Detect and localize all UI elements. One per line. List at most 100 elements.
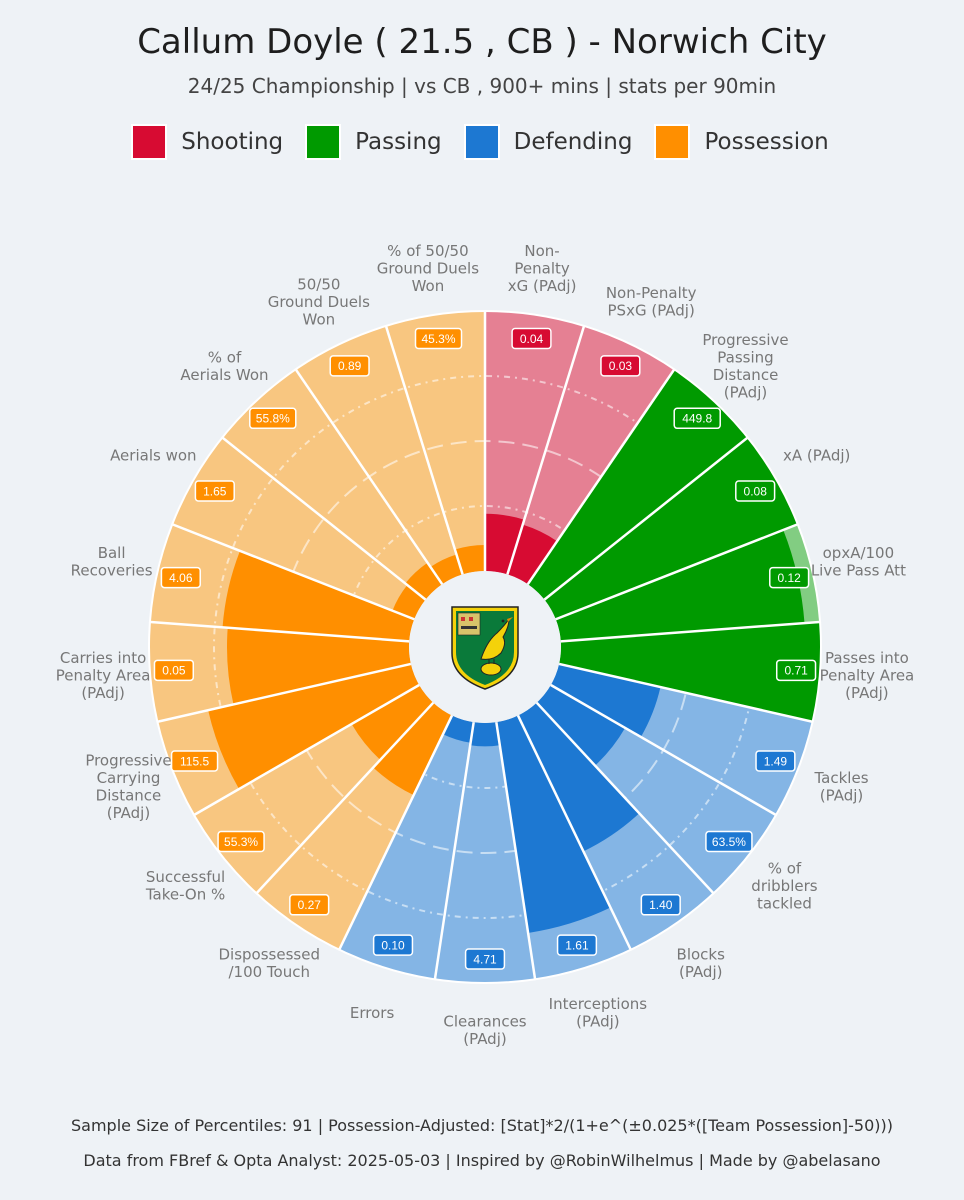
- metric-label-progressive-carrying-distance-padj: Carrying: [97, 769, 161, 787]
- wedge-separator: [337, 714, 454, 952]
- metric-label-of-50-50-ground-duels-won: Ground Duels: [377, 259, 479, 277]
- value-badge-progressive-passing-distance-padj: [673, 407, 721, 430]
- value-badge-xa-padj: [735, 480, 776, 502]
- chart-title: Callum Doyle ( 21.5 , CB ) - Norwich Cit…: [137, 22, 827, 62]
- legend-item-possession: Possession: [654, 124, 832, 160]
- value-badge-errors: [372, 934, 414, 956]
- wedge-separator: [535, 701, 716, 895]
- value-label-of-dribblers-tackled: 63.5%: [712, 835, 746, 849]
- value-badge-non-penalty-xg-padj: [511, 327, 552, 350]
- metric-label-of-dribblers-tackled: dribblers: [751, 877, 817, 895]
- legend-swatch-defending: [463, 124, 500, 160]
- legend-item-passing: Passing: [305, 124, 445, 160]
- wedge-separator: [516, 714, 633, 952]
- value-label-dispossessed-100-touch: 0.27: [298, 898, 322, 912]
- metric-label-of-50-50-ground-duels-won: Won: [412, 277, 445, 295]
- percentile-wedge-progressive-carrying-distance-padj: [208, 663, 420, 789]
- metric-label-opxa-100-live-pass-att: opxA/100: [823, 544, 895, 562]
- metric-label-non-penalty-xg-padj: Penalty: [514, 259, 569, 277]
- wedge-separator: [526, 367, 676, 585]
- wedge-separator: [148, 620, 410, 643]
- metric-label-clearances-padj: Clearances: [443, 1012, 526, 1030]
- percentile-wedge-tackles-padj: [550, 663, 661, 737]
- metric-label-of-aerials-won: Aerials Won: [180, 366, 268, 384]
- value-label-passes-into-penalty-area-padj: 0.71: [784, 664, 808, 678]
- legend-item-defending: Defending: [463, 124, 637, 160]
- metric-label-non-penalty-psxg-padj: Non-Penalty: [606, 284, 697, 302]
- metric-label-blocks-padj: (PAdj): [679, 963, 722, 981]
- percentile-wedge-carries-into-penalty-area-padj: [226, 627, 411, 705]
- metric-label-tackles-padj: Tackles: [814, 769, 869, 787]
- value-label-50-50-ground-duels-won: 0.89: [338, 359, 362, 373]
- metric-label-carries-into-penalty-area-padj: (PAdj): [81, 684, 124, 702]
- metric-label-passes-into-penalty-area-padj: Penalty Area: [820, 667, 915, 685]
- value-label-non-penalty-psxg-padj: 0.03: [609, 359, 633, 373]
- value-badge-aerials-won: [194, 480, 235, 502]
- value-badge-of-dribblers-tackled: [705, 830, 753, 853]
- value-label-ball-recoveries: 4.06: [169, 571, 193, 585]
- percentile-wedge-errors: [443, 715, 474, 743]
- value-badge-interceptions-padj: [556, 934, 598, 956]
- value-label-xa-padj: 0.08: [744, 484, 768, 498]
- value-label-interceptions-padj: 1.61: [565, 938, 589, 952]
- metric-label-of-aerials-won: % of: [208, 348, 242, 366]
- metric-label-xa-padj: xA (PAdj): [783, 447, 850, 465]
- metric-label-progressive-passing-distance-padj: Progressive: [702, 331, 788, 349]
- percentile-wedge-non-penalty-psxg-padj: [507, 524, 558, 585]
- metric-label-passes-into-penalty-area-padj: (PAdj): [845, 684, 888, 702]
- metric-label-ball-recoveries: Recoveries: [71, 562, 153, 580]
- metric-label-opxa-100-live-pass-att: Live Pass Att: [811, 562, 906, 580]
- legend-item-shooting: Shooting: [131, 124, 287, 160]
- metric-label-aerials-won: Aerials won: [110, 447, 196, 465]
- wedge-separator: [543, 435, 750, 601]
- background-wedge-non-penalty-psxg-padj: [507, 325, 675, 585]
- metric-label-carries-into-penalty-area-padj: Carries into: [60, 649, 146, 667]
- metric-label-successful-take-on: Take-On %: [145, 886, 225, 904]
- metric-label-non-penalty-xg-padj: xG (PAdj): [508, 277, 577, 295]
- metric-label-progressive-carrying-distance-padj: Progressive: [85, 752, 171, 770]
- percentile-wedge-interceptions-padj: [496, 715, 611, 933]
- wedge-separator: [433, 721, 475, 981]
- metric-label-dispossessed-100-touch: Dispossessed: [219, 946, 320, 964]
- percentile-wedge-clearances-padj: [470, 722, 500, 747]
- metric-label-50-50-ground-duels-won: Won: [303, 310, 336, 328]
- value-badge-tackles-padj: [755, 750, 796, 772]
- value-label-tackles-padj: 1.49: [764, 754, 788, 768]
- background-wedge-aerials-won: [172, 437, 426, 620]
- wedge-separator: [170, 522, 415, 621]
- value-label-carries-into-penalty-area-padj: 0.05: [162, 664, 186, 678]
- percentile-wedge-dispossessed-100-touch: [373, 702, 453, 796]
- value-badge-non-penalty-psxg-padj: [600, 355, 641, 377]
- value-labels: 0.04 0.03 449.8 0.08 0.12 0.71 1.49 63.5% 1.40 1.…: [153, 327, 817, 970]
- legend-label-passing: Passing: [355, 129, 442, 155]
- value-badge-ball-recoveries: [160, 566, 201, 589]
- value-badge-carries-into-penalty-area-padj: [153, 659, 195, 682]
- metric-label-progressive-passing-distance-padj: Distance: [713, 366, 779, 384]
- metric-label-clearances-padj: (PAdj): [463, 1030, 506, 1048]
- wedge-separator: [560, 620, 822, 643]
- metric-label-non-penalty-xg-padj: Non-: [524, 242, 559, 260]
- legend: Shooting Passing Defending Possession: [0, 124, 964, 160]
- legend-swatch-passing: [305, 124, 342, 160]
- value-label-non-penalty-xg-padj: 0.04: [520, 332, 544, 346]
- value-label-clearances-padj: 4.71: [473, 952, 497, 966]
- wedge-separator: [558, 662, 814, 724]
- metric-label-of-dribblers-tackled: % of: [768, 859, 802, 877]
- value-label-aerials-won: 1.65: [203, 484, 227, 498]
- value-badge-successful-take-on: [217, 830, 265, 853]
- percentile-wedge-blocks-padj: [517, 702, 640, 852]
- metric-label-progressive-carrying-distance-padj: (PAdj): [107, 804, 150, 822]
- percentile-wedge-ball-recoveries: [222, 550, 415, 642]
- percentile-wedge-opxa-100-live-pass-att: [555, 529, 805, 642]
- legend-label-defending: Defending: [513, 129, 633, 155]
- wedge-separator: [550, 683, 778, 817]
- value-label-successful-take-on: 55.3%: [224, 835, 258, 849]
- wedge-separator: [384, 324, 464, 575]
- metric-label-50-50-ground-duels-won: Ground Duels: [268, 293, 370, 311]
- percentile-wedge-non-penalty-xg-padj: [485, 513, 525, 575]
- norwich-city-crest-icon: [451, 606, 519, 690]
- wedge-separator: [220, 435, 427, 601]
- percentile-wedge-passes-into-penalty-area-padj: [559, 621, 821, 722]
- value-label-opxa-100-live-pass-att: 0.12: [777, 571, 801, 585]
